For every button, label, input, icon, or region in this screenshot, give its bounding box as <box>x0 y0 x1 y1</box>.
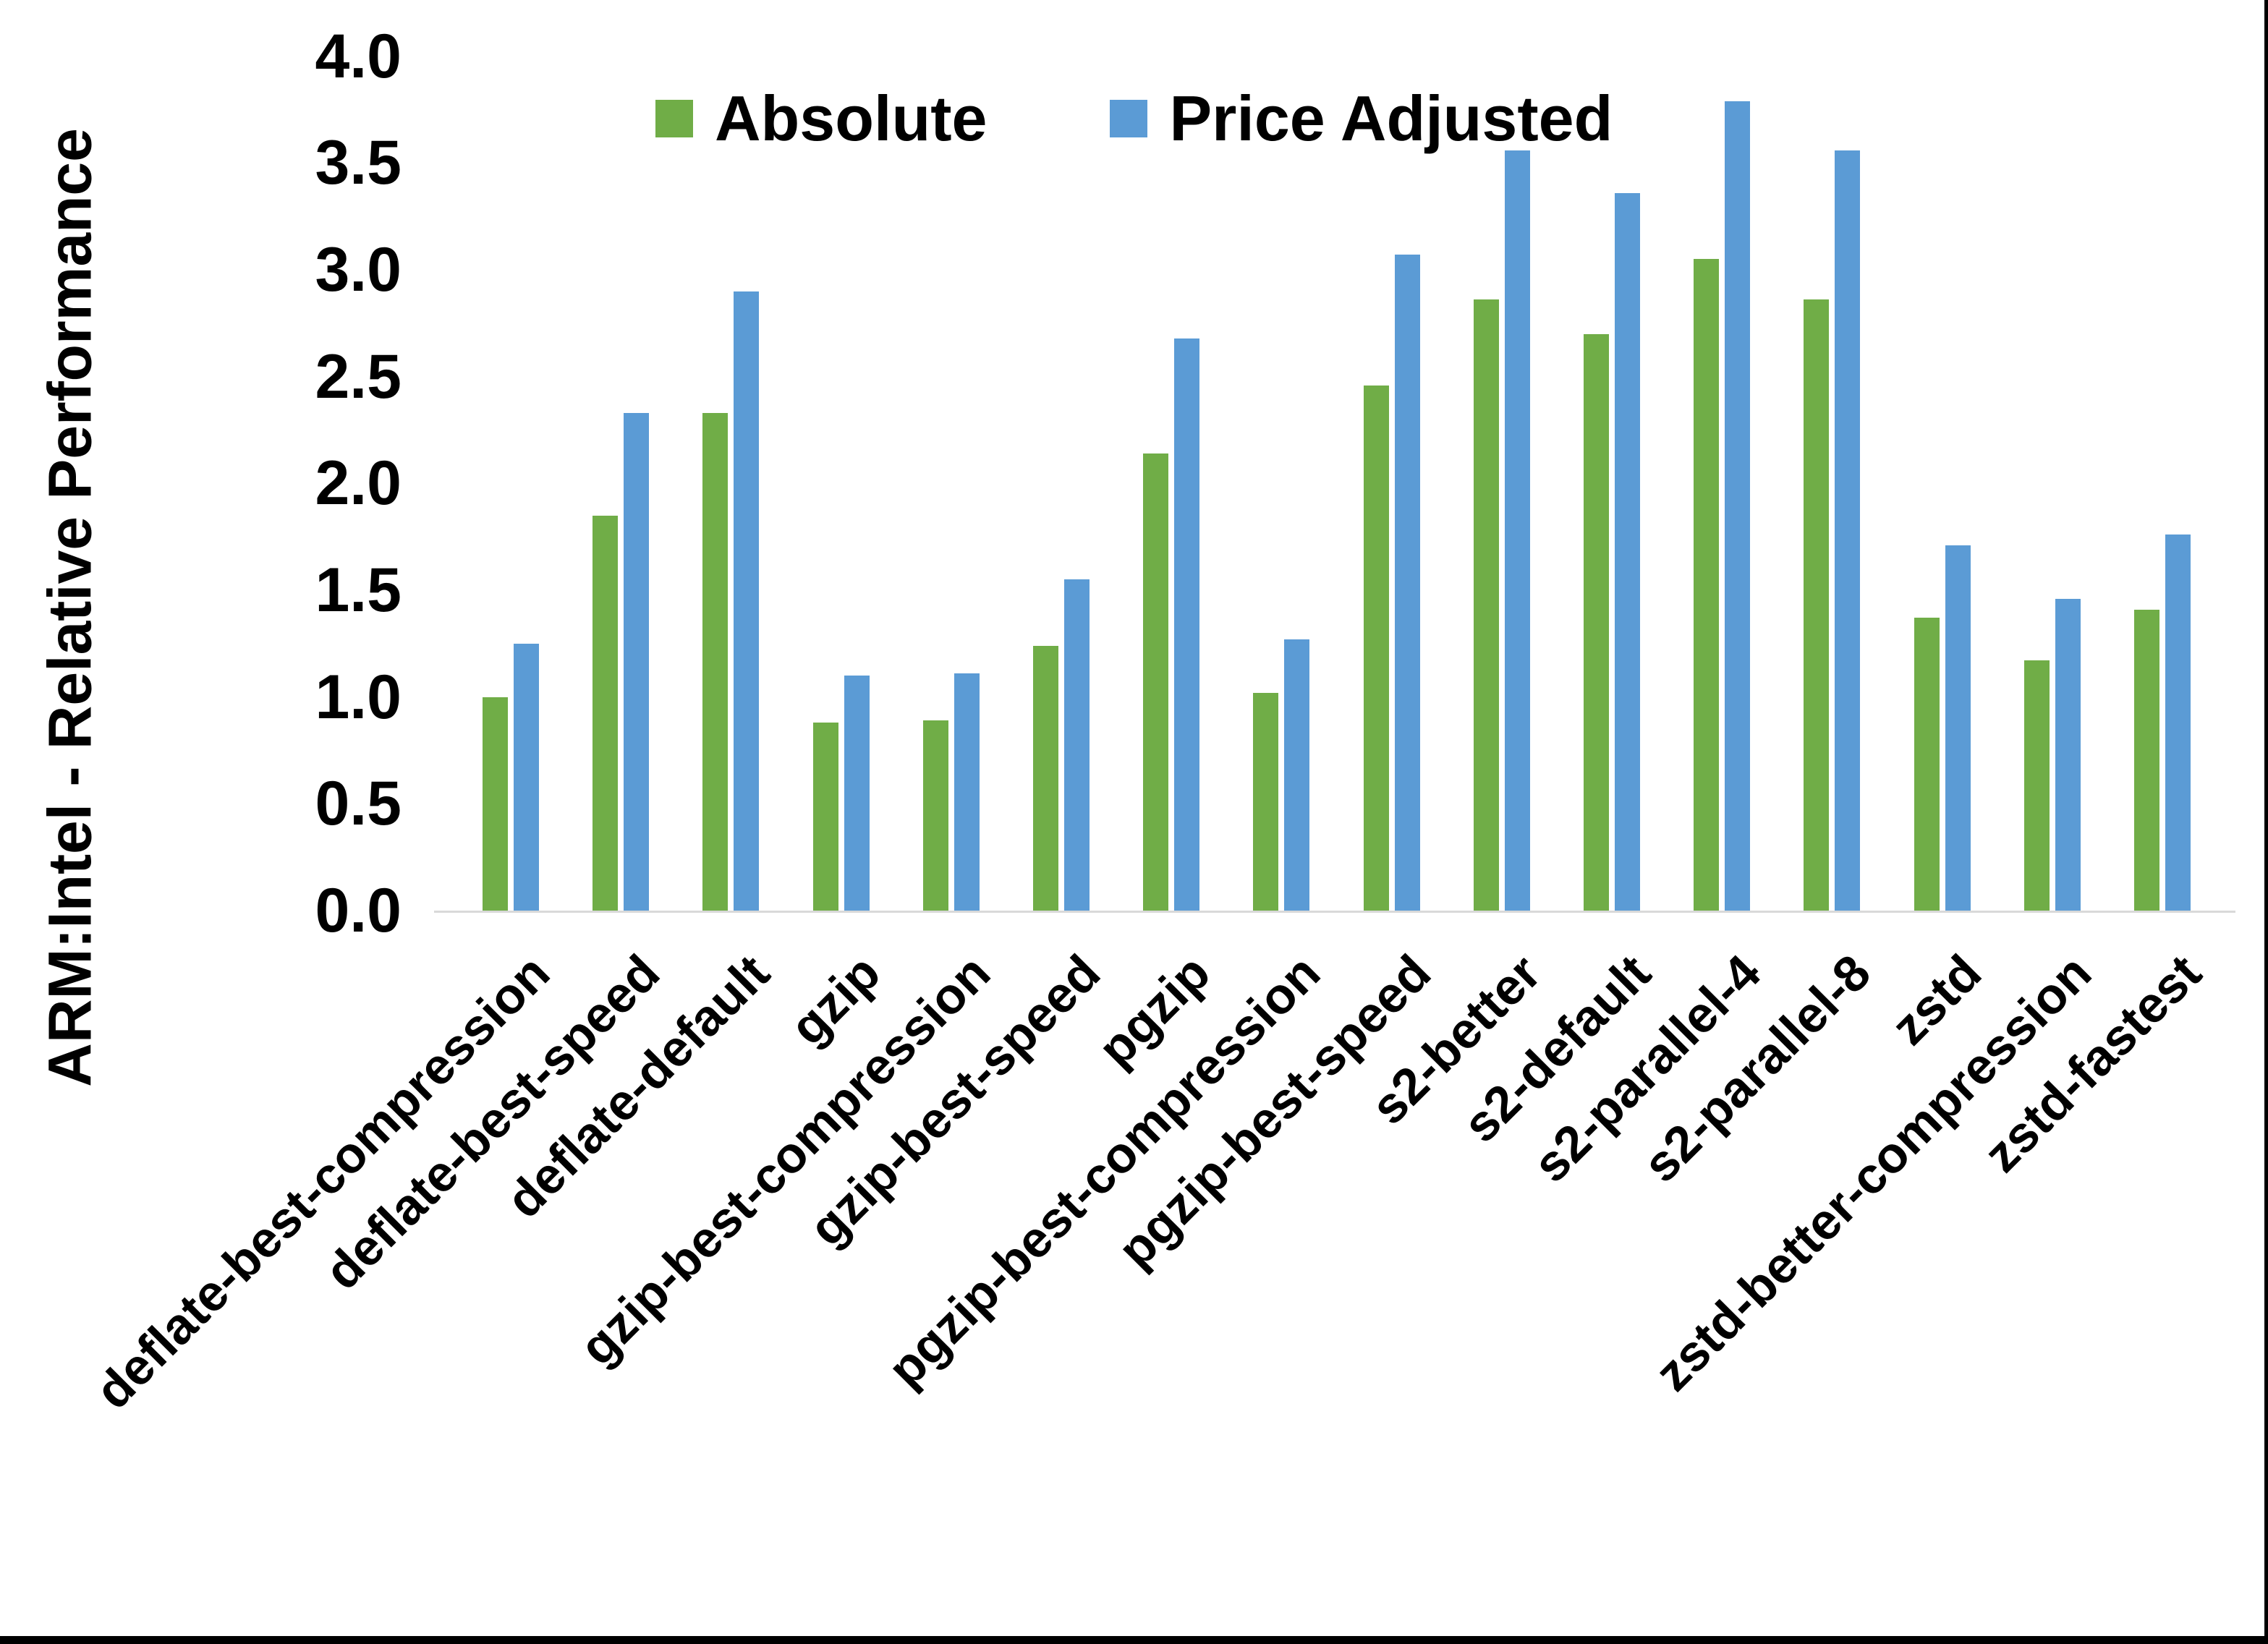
legend-label: Absolute <box>715 82 988 154</box>
legend-label: Price Adjusted <box>1169 82 1613 154</box>
bar <box>1033 645 1058 911</box>
bar <box>1725 101 1751 911</box>
y-tick-label: 2.0 <box>315 448 402 519</box>
y-tick-label: 3.0 <box>315 235 402 305</box>
bar <box>1284 639 1310 911</box>
bar <box>1473 299 1499 911</box>
bar <box>483 697 508 911</box>
bar <box>734 291 760 911</box>
bar <box>624 412 650 911</box>
bar <box>1253 692 1279 911</box>
bar <box>593 515 619 911</box>
bar <box>1064 579 1090 911</box>
right-border <box>2264 0 2268 1644</box>
bar <box>2134 609 2159 911</box>
legend-item: Absolute <box>655 87 987 150</box>
bar <box>702 412 729 911</box>
bar <box>922 720 948 911</box>
legend-swatch-icon <box>1110 100 1148 137</box>
y-tick-label: 0.0 <box>315 876 402 945</box>
y-tick-label: 1.0 <box>315 662 402 732</box>
y-tick-label: 3.5 <box>315 128 402 198</box>
x-axis-line <box>434 911 2235 913</box>
legend-swatch-icon <box>655 100 693 137</box>
bar <box>1394 255 1420 911</box>
bar <box>1804 299 1830 911</box>
bar <box>2165 534 2191 911</box>
bar <box>514 643 539 911</box>
bar <box>1615 192 1640 911</box>
y-tick-label: 2.5 <box>315 341 402 412</box>
bar <box>1835 150 1861 911</box>
bar <box>812 723 838 911</box>
bar <box>1504 150 1530 911</box>
y-tick-label: 4.0 <box>315 21 402 91</box>
bar <box>954 673 980 911</box>
bar <box>1914 618 1940 911</box>
bar <box>1174 338 1200 911</box>
legend: Absolute Price Adjusted <box>655 87 1613 150</box>
bar <box>1363 385 1389 911</box>
x-axis-category-label: deflate-best-compression <box>84 944 561 1420</box>
y-tick-label: 0.5 <box>315 769 402 839</box>
bar <box>2023 660 2050 911</box>
legend-item: Price Adjusted <box>1110 87 1613 150</box>
bar <box>1945 545 1971 911</box>
bottom-border <box>0 1636 2268 1644</box>
bar <box>2055 598 2081 911</box>
bar <box>844 676 870 911</box>
bar <box>1694 259 1720 911</box>
bar <box>1143 453 1169 911</box>
bar <box>1584 333 1609 911</box>
y-tick-label: 1.5 <box>315 555 402 626</box>
